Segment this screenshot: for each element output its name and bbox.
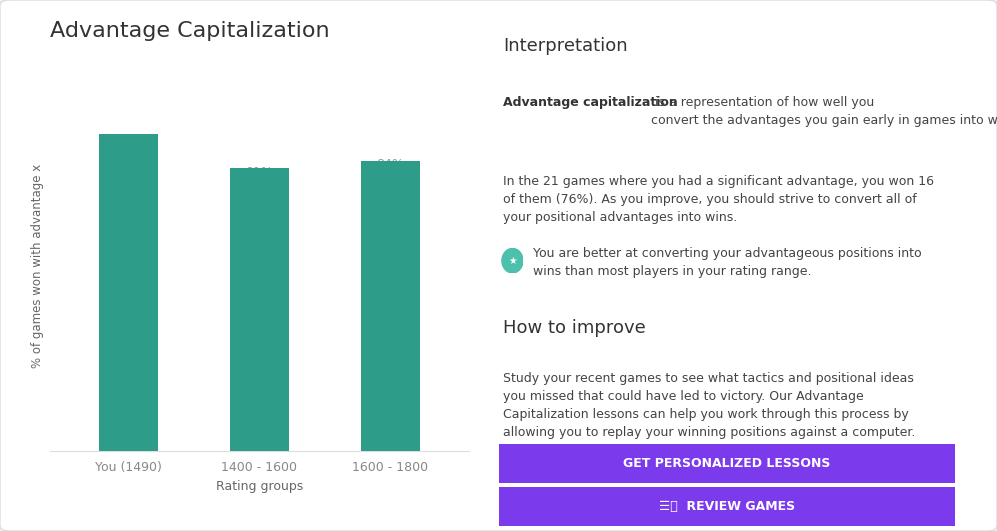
Bar	[99, 194, 158, 451]
Bar	[229, 167, 289, 451]
Circle shape	[501, 249, 523, 273]
Text: ★: ★	[508, 256, 516, 266]
FancyBboxPatch shape	[481, 485, 973, 527]
Bar	[361, 178, 420, 451]
Text: You are better at converting your advantageous positions into
wins than most pla: You are better at converting your advant…	[533, 247, 922, 278]
Text: Interpretation: Interpretation	[503, 37, 628, 55]
Text: 76%: 76%	[376, 179, 404, 193]
Bar	[99, 167, 158, 451]
Bar	[361, 167, 420, 451]
Text: 81%: 81%	[376, 166, 404, 179]
Text: 81%: 81%	[245, 166, 273, 179]
Text: 86%: 86%	[376, 299, 404, 313]
Bar	[361, 161, 420, 451]
Text: Advantage capitalization: Advantage capitalization	[503, 96, 678, 108]
FancyBboxPatch shape	[481, 443, 973, 485]
Text: 94%: 94%	[115, 286, 143, 299]
Text: 84%: 84%	[245, 303, 273, 316]
Text: 74%: 74%	[245, 188, 273, 201]
X-axis label: Rating groups: Rating groups	[215, 479, 303, 493]
Text: How to improve: How to improve	[503, 319, 646, 337]
Bar	[99, 134, 158, 451]
Text: 78%: 78%	[245, 176, 273, 189]
Text: 80%: 80%	[115, 168, 143, 181]
Text: Advantage Capitalization: Advantage Capitalization	[50, 21, 329, 41]
Y-axis label: % of games won with advantage x: % of games won with advantage x	[31, 164, 44, 367]
Text: 84%: 84%	[115, 144, 143, 157]
Text: 76%: 76%	[115, 181, 143, 194]
Text: Study your recent games to see what tactics and positional ideas
you missed that: Study your recent games to see what tact…	[503, 372, 916, 439]
Bar	[229, 201, 289, 451]
Bar	[229, 188, 289, 451]
Text: GET PERSONALIZED LESSONS: GET PERSONALIZED LESSONS	[623, 457, 831, 470]
Text: In the 21 games where you had a significant advantage, you won 16
of them (76%).: In the 21 games where you had a signific…	[503, 175, 934, 224]
Text: 84%: 84%	[376, 158, 404, 170]
Text: is a representation of how well you
convert the advantages you gain early in gam: is a representation of how well you conv…	[651, 96, 997, 126]
Bar	[229, 178, 289, 451]
Bar	[361, 194, 420, 451]
Text: ☰⌕  REVIEW GAMES: ☰⌕ REVIEW GAMES	[659, 500, 795, 513]
Bar	[99, 181, 158, 451]
